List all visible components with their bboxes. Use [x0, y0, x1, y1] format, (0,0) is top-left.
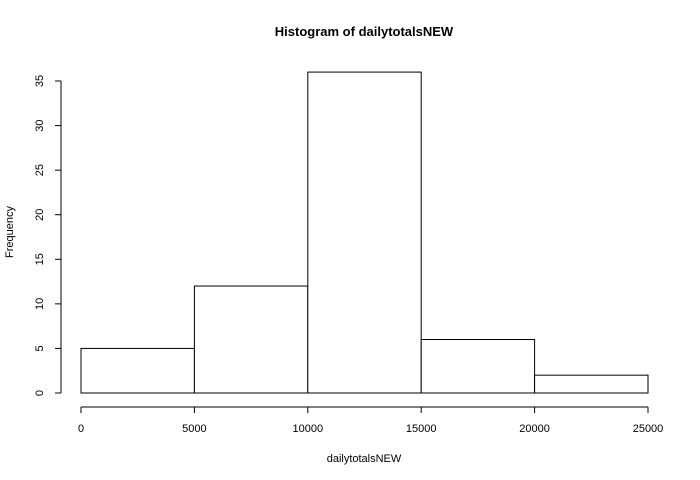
x-tick-label-4: 20000: [519, 423, 550, 435]
histogram-bar-0: [80, 347, 195, 394]
y-axis: 0 5 10 15 20 25 30 35: [34, 75, 62, 396]
x-tick-label-1: 5000: [182, 423, 206, 435]
y-tick-label-4: 20: [34, 209, 46, 221]
x-tick-label-2: 10000: [293, 423, 324, 435]
histogram-bar-4: [534, 374, 649, 394]
x-axis: 0 5000 10000 15000 20000 25000: [78, 406, 664, 435]
y-tick-label-2: 10: [34, 298, 46, 310]
chart-title: Histogram of dailytotalsNEW: [275, 24, 454, 39]
y-tick-label-3: 15: [34, 253, 46, 265]
x-tick-label-5: 25000: [633, 423, 664, 435]
y-tick-label-7: 35: [34, 75, 46, 87]
y-tick-label-6: 30: [34, 119, 46, 131]
x-tick-label-0: 0: [78, 423, 84, 435]
y-tick-label-1: 5: [34, 345, 46, 351]
histogram-bar-2: [307, 71, 422, 394]
histogram-bar-1: [193, 285, 309, 394]
x-tick-label-3: 15000: [406, 423, 437, 435]
y-axis-label: Frequency: [4, 206, 16, 258]
y-tick-label-0: 0: [34, 390, 46, 396]
y-tick-label-5: 25: [34, 164, 46, 176]
bars-group: [80, 71, 649, 394]
histogram-bar-3: [420, 339, 536, 394]
x-axis-label: dailytotalsNEW: [327, 453, 402, 465]
